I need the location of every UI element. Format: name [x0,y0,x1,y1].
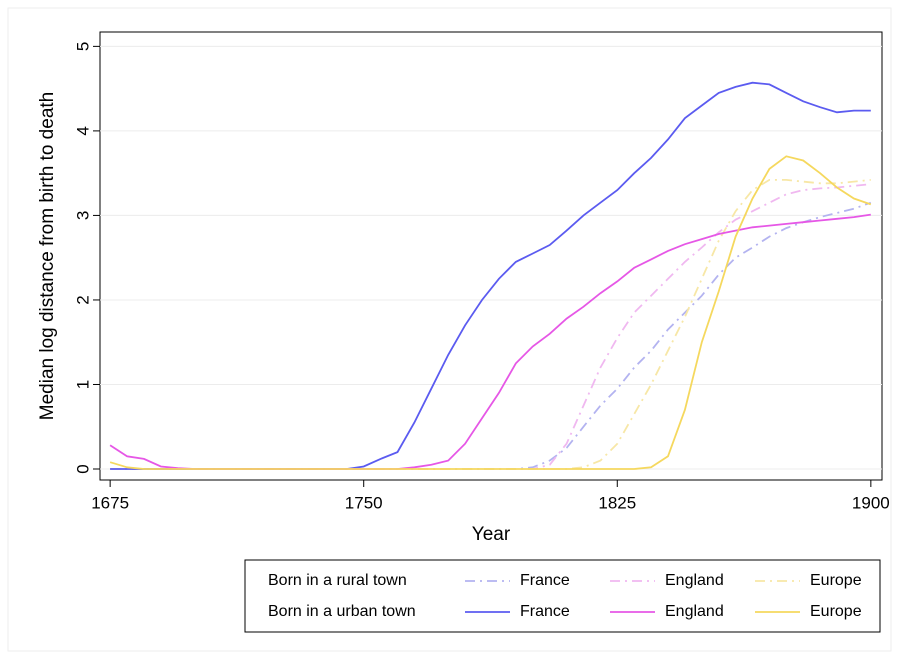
x-axis-title: Year [472,524,511,545]
legend-label: Europe [810,603,862,620]
y-tick-label: 4 [73,126,92,135]
outer-frame [7,7,892,652]
legend-row-label: Born in a urban town [268,603,416,620]
y-axis-title: Median log distance from birth to death [37,92,58,420]
legend-label: Europe [810,572,862,589]
legend-label: France [520,603,570,620]
x-tick-label: 1825 [598,493,636,512]
x-tick-label: 1675 [91,493,129,512]
y-tick-label: 5 [73,42,92,51]
legend-label: England [665,603,724,620]
legend-box [244,559,881,633]
x-tick-label: 1750 [345,493,383,512]
y-tick-label: 0 [73,464,92,473]
y-tick-label: 3 [73,211,92,220]
legend-row-label: Born in a rural town [268,572,407,589]
legend-label: France [520,572,570,589]
y-tick-label: 2 [73,295,92,304]
plot-frame [99,31,883,481]
y-tick-label: 1 [73,380,92,389]
legend-label: England [665,572,724,589]
legend: Born in a rural town Born in a urban town… [268,572,862,620]
x-tick-label: 1900 [852,493,890,512]
line-series [109,155,872,470]
